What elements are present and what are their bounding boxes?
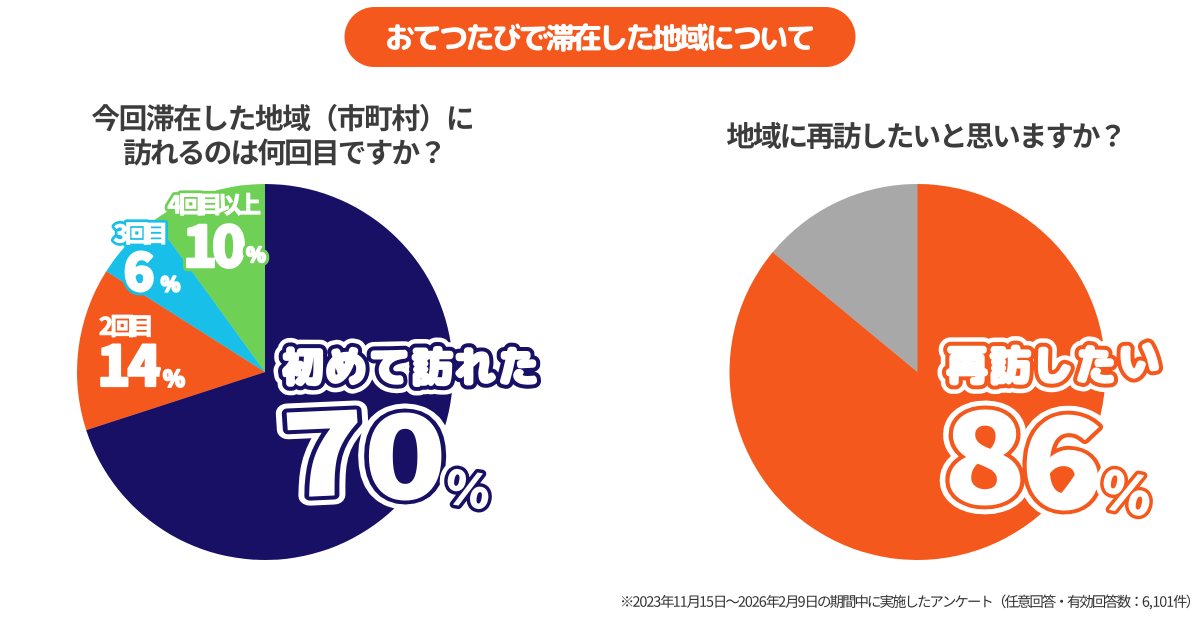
value-third-num (121, 247, 157, 296)
pie-slice (76, 271, 265, 431)
value-second-num (97, 340, 164, 391)
slice-label-third (110, 219, 169, 248)
value-revisit-num (939, 400, 1109, 520)
value-first-pct (439, 461, 497, 518)
slice-label-fourth (164, 189, 264, 219)
value-revisit-pct (1095, 461, 1158, 524)
value-first-num (275, 400, 453, 510)
pie-slice (772, 184, 918, 372)
banner-pill (344, 7, 856, 67)
footnote-text (622, 594, 1190, 610)
value-fourth-pct (242, 242, 270, 267)
value-third-pct (157, 272, 184, 296)
left-title-2 (124, 138, 440, 166)
slice-label-revisit (937, 333, 1168, 395)
value-fourth-num (183, 220, 248, 272)
left-title-1 (92, 103, 472, 132)
value-second-pct (159, 365, 189, 391)
right-title (727, 122, 1120, 149)
slice-label-second (96, 311, 154, 341)
slice-label-first (273, 337, 546, 396)
banner-text (387, 23, 813, 52)
